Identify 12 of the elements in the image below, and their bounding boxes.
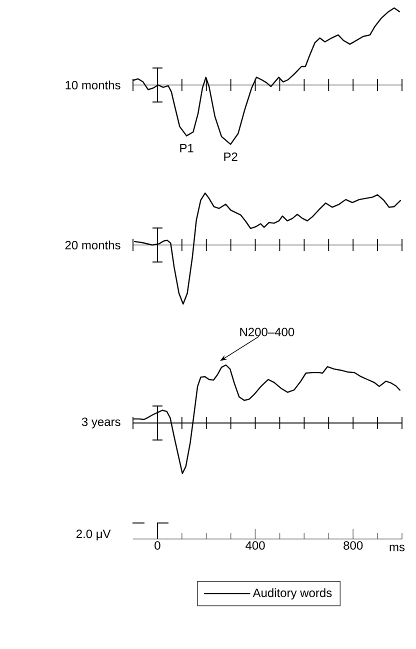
x-tick-label: 0 [154,541,160,550]
x-axis-title: ms [390,544,405,552]
y-axis-title: 10 months [66,80,120,90]
x-tick-label: 400 [246,541,265,550]
annotation: P1 [180,144,194,152]
x-tick-label: 800 [344,541,363,550]
y-axis-title: 20 months [65,240,120,250]
y-axis-title: 3 years [82,418,120,428]
legend-label: Auditory words [252,588,332,600]
text: 2.0 μV [76,530,111,540]
annotation: N200–400 [240,328,294,336]
annotation: P2 [224,152,238,161]
